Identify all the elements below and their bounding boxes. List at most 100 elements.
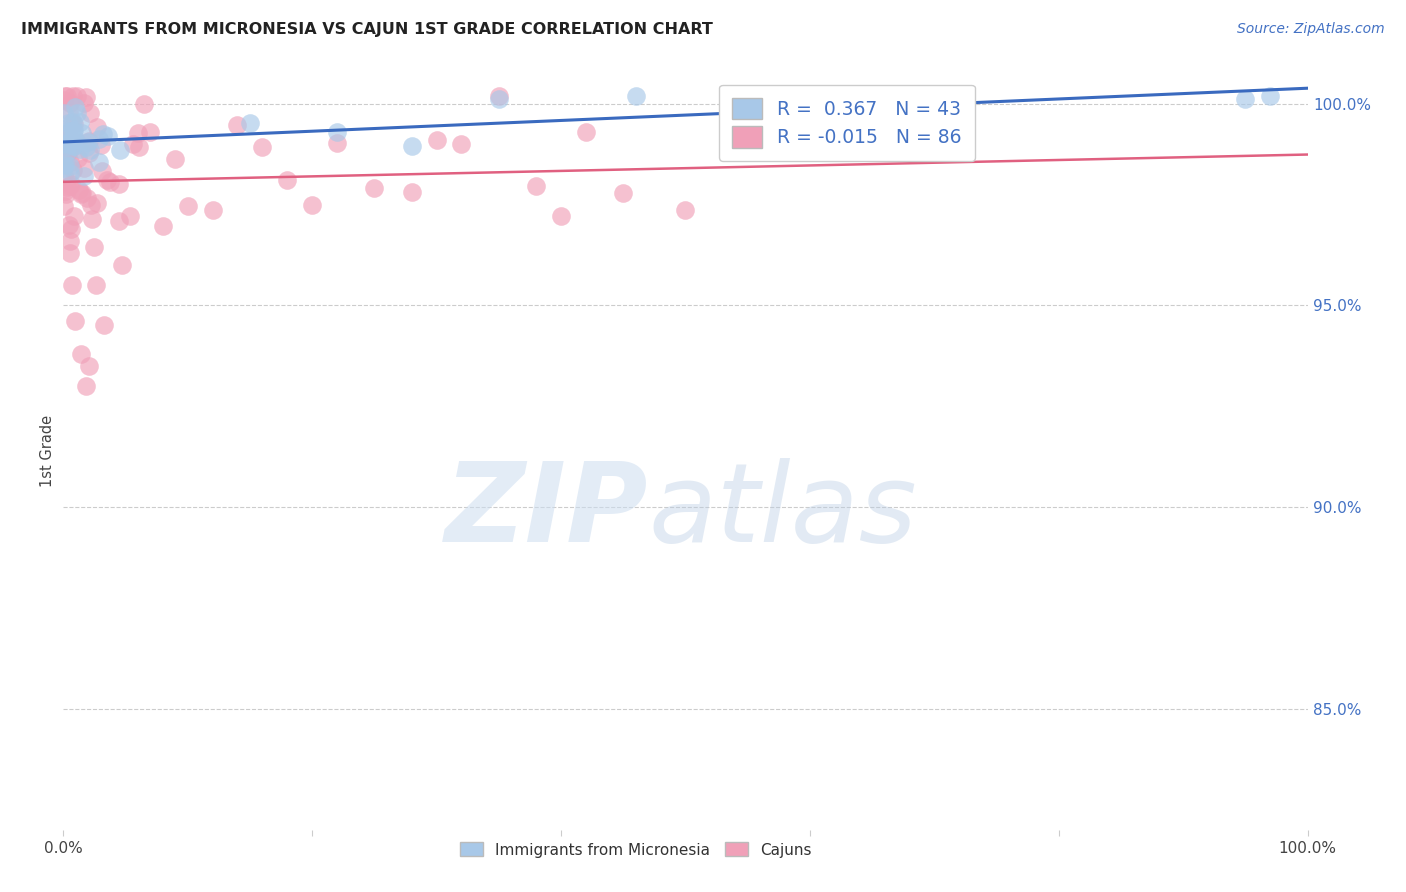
Point	[58, 95, 80, 110]
Point	[62, 123, 84, 137]
Point	[76, 191, 98, 205]
Point	[77, 145, 100, 160]
Point	[59, 235, 82, 249]
Point	[73, 169, 96, 183]
Point	[76, 135, 98, 149]
Point	[53, 150, 76, 164]
Point	[62, 88, 84, 103]
Point	[226, 118, 249, 132]
Point	[58, 103, 80, 118]
Point	[60, 130, 83, 145]
Point	[70, 346, 93, 360]
Point	[201, 203, 224, 218]
Point	[75, 379, 97, 393]
Point	[52, 132, 75, 146]
Point	[56, 124, 79, 138]
Text: IMMIGRANTS FROM MICRONESIA VS CAJUN 1ST GRADE CORRELATION CHART: IMMIGRANTS FROM MICRONESIA VS CAJUN 1ST …	[21, 22, 713, 37]
Point	[108, 214, 131, 228]
Point	[524, 179, 547, 194]
Point	[55, 186, 77, 201]
Point	[110, 144, 132, 158]
Point	[53, 185, 76, 199]
Point	[1258, 88, 1281, 103]
Point	[66, 136, 89, 150]
Point	[612, 186, 634, 200]
Point	[87, 132, 110, 146]
Point	[53, 137, 76, 152]
Point	[69, 142, 91, 156]
Point	[58, 179, 80, 194]
Point	[63, 209, 86, 223]
Point	[60, 222, 83, 236]
Point	[59, 155, 82, 169]
Point	[59, 159, 82, 173]
Point	[55, 156, 77, 170]
Point	[326, 136, 349, 151]
Legend: Immigrants from Micronesia, Cajuns: Immigrants from Micronesia, Cajuns	[454, 837, 818, 863]
Point	[90, 137, 112, 152]
Point	[63, 139, 86, 153]
Point	[128, 140, 150, 154]
Point	[276, 172, 298, 186]
Point	[52, 94, 75, 108]
Point	[98, 175, 121, 189]
Point	[55, 179, 77, 194]
Point	[75, 89, 97, 103]
Point	[62, 124, 84, 138]
Point	[63, 100, 86, 114]
Point	[363, 181, 385, 195]
Point	[56, 116, 79, 130]
Point	[53, 168, 76, 182]
Point	[53, 161, 76, 176]
Point	[62, 162, 84, 177]
Point	[63, 314, 86, 328]
Point	[401, 185, 423, 199]
Point	[177, 199, 200, 213]
Point	[66, 88, 89, 103]
Text: atlas: atlas	[648, 458, 917, 565]
Point	[66, 105, 89, 120]
Point	[80, 198, 103, 212]
Point	[53, 134, 76, 148]
Point	[89, 155, 111, 169]
Point	[97, 128, 120, 143]
Point	[59, 177, 82, 191]
Point	[56, 88, 79, 103]
Point	[91, 163, 114, 178]
Point	[67, 183, 90, 197]
Point	[60, 115, 83, 129]
Point	[79, 106, 101, 120]
Point	[55, 145, 77, 159]
Point	[52, 142, 75, 156]
Point	[77, 359, 100, 373]
Point	[60, 132, 83, 146]
Point	[72, 126, 94, 140]
Point	[575, 125, 598, 139]
Point	[60, 278, 83, 293]
Point	[450, 136, 472, 151]
Point	[488, 92, 510, 106]
Point	[53, 105, 76, 120]
Point	[73, 95, 96, 110]
Point	[59, 124, 82, 138]
Point	[59, 166, 82, 180]
Point	[77, 134, 100, 148]
Point	[110, 258, 132, 272]
Point	[58, 218, 80, 232]
Point	[66, 151, 89, 165]
Point	[69, 115, 91, 129]
Text: Source: ZipAtlas.com: Source: ZipAtlas.com	[1237, 22, 1385, 37]
Point	[83, 239, 105, 253]
Point	[165, 152, 187, 166]
Point	[252, 140, 274, 154]
Point	[80, 211, 103, 226]
Point	[53, 199, 76, 213]
Point	[86, 120, 108, 134]
Point	[91, 127, 114, 141]
Point	[301, 197, 323, 211]
Point	[62, 132, 84, 146]
Point	[75, 139, 97, 153]
Point	[122, 136, 145, 151]
Point	[93, 318, 115, 333]
Point	[326, 125, 349, 139]
